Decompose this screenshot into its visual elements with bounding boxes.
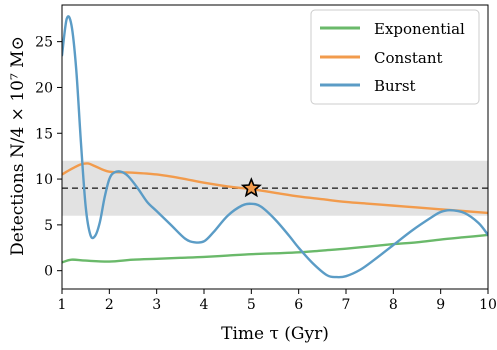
plot-frame (61, 4, 489, 290)
y-tick-label: 25 (35, 35, 53, 51)
series-line-exponential (62, 233, 488, 264)
x-tick-label: 10 (479, 297, 497, 313)
series-line-constant (62, 162, 488, 215)
x-tick-label: 5 (247, 297, 256, 313)
x-tick-label: 7 (342, 297, 351, 313)
star-marker (240, 177, 262, 198)
y-axis-title: Detections N/4 × 10⁷ M⊙ (8, 36, 28, 256)
series-line-burst (62, 15, 488, 279)
y-tick-label: 5 (44, 218, 53, 234)
x-axis-title: Time τ (Gyr) (221, 324, 329, 344)
legend-label-exponential: Exponential (374, 20, 465, 38)
axes: 1 2 3 4 5 6 7 8 9 10 0 5 10 15 20 25 (35, 4, 497, 313)
plot-area (62, 15, 488, 279)
x-tick-label: 1 (58, 297, 67, 313)
y-tick-label: 20 (35, 80, 53, 96)
x-tick-label: 9 (436, 297, 445, 313)
legend-label-constant: Constant (374, 49, 443, 67)
y-tick-label: 0 (44, 264, 53, 280)
legend-label-burst: Burst (374, 77, 416, 95)
x-tick-label: 6 (294, 297, 303, 313)
legend-box (310, 9, 480, 105)
x-tick-label: 8 (389, 297, 398, 313)
x-tick-label: 4 (200, 297, 209, 313)
y-tick-label: 10 (35, 172, 53, 188)
y-tick-label: 15 (35, 126, 53, 142)
legend: Exponential Constant Burst (310, 9, 480, 105)
x-tick-label: 2 (105, 297, 114, 313)
x-tick-label: 3 (152, 297, 161, 313)
